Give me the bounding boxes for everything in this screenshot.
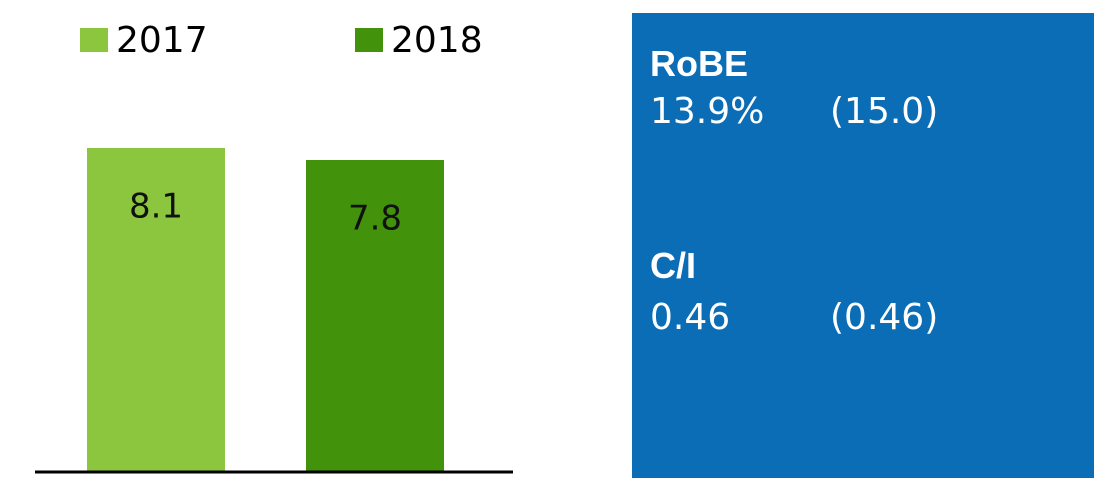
kpi-label: RoBE [650, 43, 748, 84]
chart: 2017 8.1 2018 7.8 [35, 20, 513, 474]
kpi-prior: (0.46) [830, 297, 939, 338]
bar [87, 148, 225, 472]
bar [306, 160, 444, 472]
bar-value-label: 7.8 [348, 199, 402, 239]
kpi-panel: RoBE 13.9% (15.0) C/I 0.46 (0.46) [632, 13, 1094, 478]
legend-label: 2018 [391, 20, 483, 61]
legend-swatch [355, 28, 383, 52]
kpi-label: C/I [650, 245, 697, 286]
kpi-prior: (15.0) [830, 91, 939, 132]
legend-label: 2017 [116, 20, 208, 61]
kpi-value: 13.9% [650, 91, 765, 132]
bar-value-label: 8.1 [129, 187, 183, 227]
legend-swatch [80, 28, 108, 52]
kpi-value: 0.46 [650, 297, 731, 338]
